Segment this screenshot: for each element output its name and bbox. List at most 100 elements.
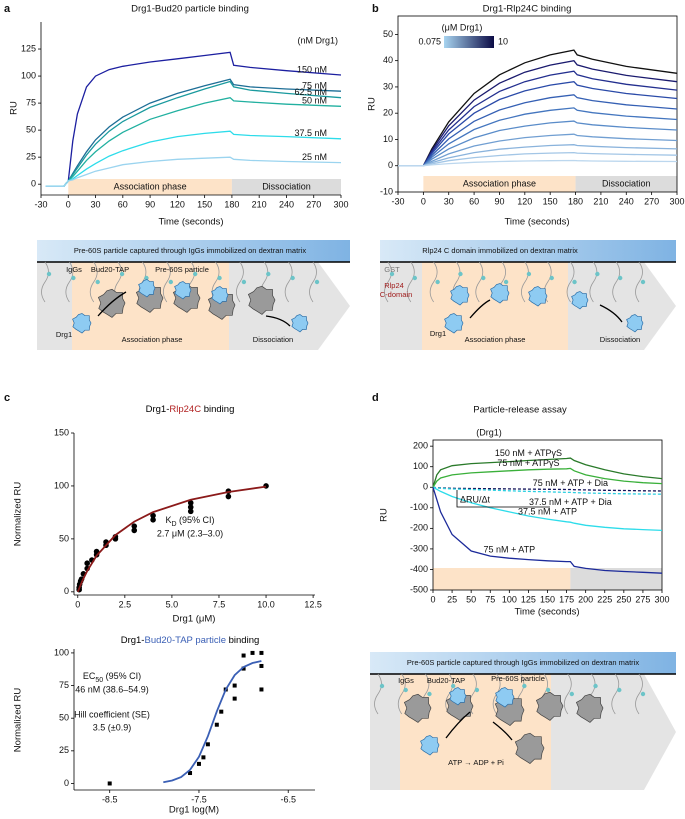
- x-tick-label: 25: [447, 594, 457, 604]
- annotation: 3.5 (±0.9): [93, 722, 131, 732]
- x-tick-label: 7.5: [213, 599, 226, 609]
- line: [45, 80, 342, 187]
- blob: [490, 283, 510, 304]
- series-label: 150 nM + ATPγS: [495, 448, 562, 458]
- series-label: 75 nM + ATP + Dia: [533, 478, 608, 488]
- chart-panel: c Drg1-Rlp24C binding 0 50 100 150 0 2.5 5.0 7.5 1…: [4, 392, 322, 625]
- colorbar-min: 0.075: [418, 36, 441, 46]
- phase-label: Dissociation: [602, 178, 651, 188]
- x-axis-title: Time (seconds): [158, 217, 223, 228]
- diagram-association-region: [400, 674, 551, 790]
- igg: [217, 275, 222, 281]
- x-tick-label: 210: [593, 196, 608, 206]
- y-tick-label: 0: [388, 160, 393, 170]
- phase-label: Dissociation: [262, 181, 311, 191]
- point: [188, 771, 193, 776]
- x-tick-label: 100: [502, 594, 517, 604]
- y-tick-label: 25: [59, 745, 69, 755]
- blob: [571, 291, 589, 310]
- dextran-strand: [236, 261, 244, 303]
- x-tick-label: 2.5: [119, 599, 132, 609]
- y-axis-title: RU: [367, 97, 378, 111]
- x-tick-label: 30: [91, 199, 101, 209]
- dextran-strand: [374, 673, 382, 715]
- point: [131, 527, 138, 534]
- diagram-header-bar: [380, 240, 676, 262]
- blob: [291, 314, 309, 333]
- point: [150, 517, 156, 523]
- x-axis-title: Time (seconds): [504, 217, 569, 228]
- y-tick-label: 20: [383, 108, 393, 118]
- chart-title: Drg1-Rlp24C binding: [483, 4, 572, 15]
- y-tick-label: 0: [423, 482, 428, 492]
- y-tick-label: -10: [380, 186, 393, 196]
- dextran-strand: [429, 261, 438, 303]
- point: [259, 663, 264, 668]
- diagram-header-bar: [370, 652, 676, 674]
- chart-panel: d Particle-release assay 200 100 0 -100 -200 -3…: [372, 392, 670, 618]
- diagram-association-region: [422, 262, 568, 350]
- point: [219, 709, 224, 714]
- title-part: Drg1-: [121, 635, 145, 646]
- y-tick-label: 100: [54, 647, 69, 657]
- panel-letter: a: [4, 3, 11, 15]
- diagram-label: Bud20-TAP: [91, 265, 129, 274]
- y-tick-label: 75: [26, 97, 36, 107]
- igg: [545, 687, 551, 693]
- dextran-strand: [611, 673, 620, 715]
- point: [196, 761, 201, 766]
- line: [432, 457, 663, 488]
- dextran-strand: [475, 261, 484, 303]
- y-tick-label: 40: [383, 55, 393, 65]
- diagram-label: Pre-60S particle: [491, 674, 545, 683]
- point: [84, 560, 90, 567]
- x-tick-label: 0: [430, 594, 435, 604]
- diagram-arrow-line: [492, 721, 513, 741]
- annotation-part: (95% CI): [103, 671, 141, 681]
- x-axis-title: Drg1 (μM): [173, 614, 216, 625]
- y-tick-label: -300: [410, 543, 428, 553]
- series-label: 75 nM: [302, 81, 327, 91]
- blob: [174, 281, 192, 300]
- title-part: binding: [226, 635, 259, 646]
- series-label: 62.5 nM: [294, 87, 327, 97]
- x-tick-label: 0: [75, 599, 80, 609]
- dextran-strand: [89, 261, 98, 303]
- blob: [514, 732, 545, 764]
- title-part: binding: [201, 404, 234, 415]
- blob: [535, 691, 564, 721]
- x-tick-label: 150: [197, 199, 212, 209]
- y-tick-label: -100: [410, 502, 428, 512]
- blob: [575, 693, 604, 723]
- x-tick-label: 125: [521, 594, 536, 604]
- y-tick-label: 10: [383, 134, 393, 144]
- line: [398, 59, 678, 167]
- igg: [640, 279, 646, 285]
- diagram-header: Rlp24 C domain immobilized on dextran ma…: [422, 246, 578, 255]
- y-axis-title: Normalized RU: [13, 482, 24, 547]
- x-tick-label: 225: [597, 594, 612, 604]
- diagram-header: Pre-60S particle captured through IgGs i…: [74, 246, 306, 255]
- dextran-strand: [445, 673, 454, 715]
- igg: [403, 687, 408, 693]
- y-axis-title: RU: [379, 508, 390, 522]
- x-tick-label: 120: [517, 196, 532, 206]
- point: [187, 508, 194, 515]
- igg: [617, 275, 623, 281]
- igg: [595, 271, 600, 277]
- igg: [572, 279, 577, 285]
- point: [225, 493, 232, 500]
- x-tick-label: -30: [34, 199, 47, 209]
- line: [45, 130, 342, 187]
- x-tick-label: 240: [279, 199, 294, 209]
- annotation: Hill coefficient (SE): [74, 709, 150, 719]
- igg: [435, 279, 440, 285]
- blob: [528, 286, 548, 307]
- x-tick-label: 30: [444, 196, 454, 206]
- point: [201, 755, 206, 760]
- y-tick-label: 0: [64, 778, 69, 788]
- y-axis-title: RU: [9, 101, 20, 115]
- x-tick-label: 270: [306, 199, 321, 209]
- series-label: 37.5 nM + ATP + Dia: [529, 497, 612, 507]
- chart-title: Drg1-Rlp24C binding: [146, 404, 235, 415]
